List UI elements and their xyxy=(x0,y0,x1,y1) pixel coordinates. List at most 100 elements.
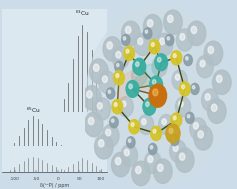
Circle shape xyxy=(179,101,183,107)
Circle shape xyxy=(157,164,163,171)
Circle shape xyxy=(204,41,223,66)
Circle shape xyxy=(106,88,115,99)
Circle shape xyxy=(138,38,143,45)
Circle shape xyxy=(149,84,167,107)
Circle shape xyxy=(162,119,166,125)
Circle shape xyxy=(107,42,113,49)
Circle shape xyxy=(175,74,180,80)
Circle shape xyxy=(83,86,101,110)
X-axis label: δ(³¹P) / ppm: δ(³¹P) / ppm xyxy=(40,183,69,188)
Circle shape xyxy=(186,57,188,60)
Circle shape xyxy=(150,76,163,93)
Circle shape xyxy=(176,29,193,51)
Circle shape xyxy=(184,54,192,66)
Circle shape xyxy=(115,61,123,72)
Ellipse shape xyxy=(86,7,229,184)
Circle shape xyxy=(116,51,121,58)
Circle shape xyxy=(112,100,123,114)
Circle shape xyxy=(112,47,129,69)
Circle shape xyxy=(150,146,153,149)
Circle shape xyxy=(200,60,205,67)
Circle shape xyxy=(152,57,167,77)
Circle shape xyxy=(173,145,178,151)
Circle shape xyxy=(157,57,161,62)
Circle shape xyxy=(143,14,162,39)
Text: $^{65}$Cu: $^{65}$Cu xyxy=(26,105,40,115)
Circle shape xyxy=(88,117,94,125)
Circle shape xyxy=(129,84,132,89)
Circle shape xyxy=(172,137,175,140)
Circle shape xyxy=(144,151,161,174)
Circle shape xyxy=(170,140,187,162)
Circle shape xyxy=(122,34,130,46)
Circle shape xyxy=(116,74,119,78)
Circle shape xyxy=(155,61,160,67)
Circle shape xyxy=(131,123,134,127)
Text: $^{63}$Cu: $^{63}$Cu xyxy=(75,9,90,18)
Circle shape xyxy=(211,104,217,112)
Circle shape xyxy=(187,115,190,118)
Circle shape xyxy=(127,137,135,148)
Circle shape xyxy=(102,76,107,82)
Circle shape xyxy=(143,28,152,39)
Circle shape xyxy=(128,139,131,142)
Circle shape xyxy=(134,33,151,56)
Circle shape xyxy=(202,89,219,111)
Circle shape xyxy=(205,94,210,100)
Polygon shape xyxy=(117,67,158,107)
Circle shape xyxy=(156,33,173,56)
Circle shape xyxy=(132,161,150,186)
Circle shape xyxy=(149,143,157,155)
Circle shape xyxy=(124,46,135,60)
Circle shape xyxy=(173,116,176,120)
Circle shape xyxy=(216,75,222,83)
Circle shape xyxy=(148,156,153,163)
Circle shape xyxy=(166,124,180,143)
Circle shape xyxy=(146,102,149,107)
Circle shape xyxy=(152,80,156,84)
Circle shape xyxy=(114,103,117,107)
Circle shape xyxy=(133,58,146,75)
Circle shape xyxy=(114,71,124,85)
Circle shape xyxy=(172,70,187,90)
Circle shape xyxy=(110,117,118,128)
Circle shape xyxy=(191,26,197,34)
Circle shape xyxy=(97,102,102,109)
Circle shape xyxy=(154,159,172,184)
Circle shape xyxy=(124,149,129,156)
Circle shape xyxy=(167,37,170,40)
Circle shape xyxy=(153,129,156,133)
Circle shape xyxy=(182,85,185,89)
Circle shape xyxy=(192,86,195,89)
Circle shape xyxy=(121,101,126,107)
Circle shape xyxy=(175,97,191,117)
Circle shape xyxy=(179,153,185,160)
Circle shape xyxy=(186,112,194,123)
Circle shape xyxy=(117,63,119,67)
Circle shape xyxy=(171,113,182,127)
Circle shape xyxy=(151,43,154,46)
Circle shape xyxy=(93,64,99,71)
Circle shape xyxy=(87,91,92,98)
Circle shape xyxy=(151,126,161,141)
Circle shape xyxy=(165,34,174,46)
Circle shape xyxy=(99,71,116,93)
Circle shape xyxy=(171,51,182,65)
Circle shape xyxy=(102,125,119,147)
Circle shape xyxy=(159,115,174,135)
Circle shape xyxy=(168,15,173,22)
Circle shape xyxy=(103,37,122,61)
Circle shape xyxy=(138,115,154,135)
Circle shape xyxy=(196,56,213,78)
Circle shape xyxy=(108,90,111,93)
Circle shape xyxy=(111,152,130,177)
Circle shape xyxy=(187,21,206,46)
Circle shape xyxy=(153,89,158,96)
Circle shape xyxy=(208,46,214,54)
Circle shape xyxy=(213,70,231,94)
Circle shape xyxy=(115,157,121,165)
Circle shape xyxy=(147,20,153,27)
Circle shape xyxy=(155,54,168,71)
Circle shape xyxy=(198,131,204,138)
Circle shape xyxy=(94,98,111,120)
